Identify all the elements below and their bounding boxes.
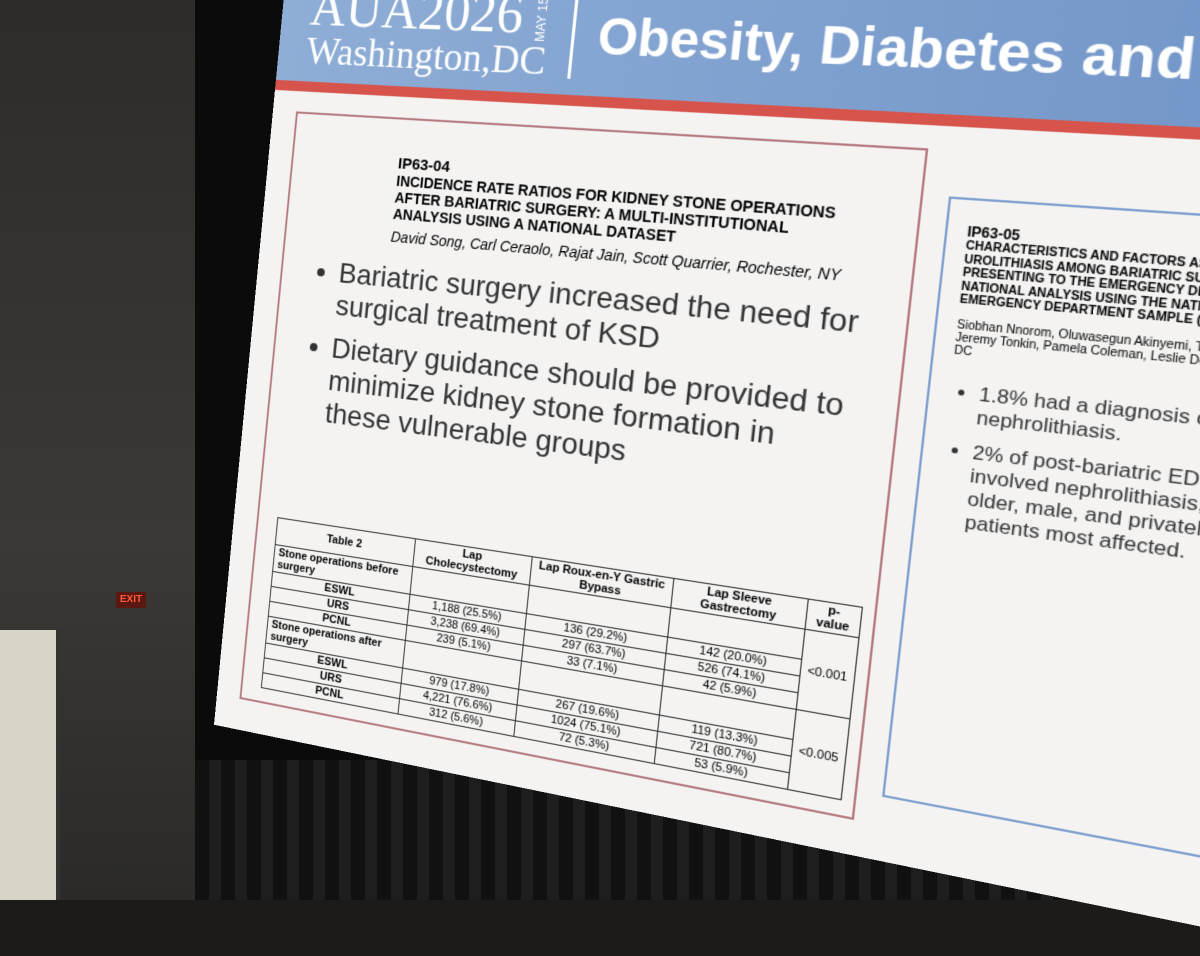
page: EXIT AUA2026 Washington,DC MAY 15-18 Obe…	[0, 0, 1200, 900]
bullet: 2% of post-bariatric ED visits involved …	[964, 441, 1200, 579]
window	[0, 630, 60, 900]
bullet-list: 1.8% had a diagnosis of nephrolithiasis.…	[964, 383, 1200, 579]
abstract-panel: IP63-05 CHARACTERISTICS AND FACTORS ASSO…	[882, 196, 1200, 874]
exit-sign: EXIT	[116, 592, 146, 608]
separator	[567, 0, 579, 79]
bullet-list: Bariatric surgery increased the need for…	[324, 257, 872, 499]
abstract-panel: IP63-04 INCIDENCE RATE RATIOS FOR KIDNEY…	[239, 111, 928, 820]
logo-location: Washington,DC	[304, 29, 548, 85]
dates: MAY 15-18	[532, 0, 553, 42]
authors: Siobhan Nnorom, Oluwasegun Akinyemi, Ter…	[953, 318, 1200, 393]
p-value: <0.005	[787, 709, 850, 799]
slide-title: Obesity, Diabetes and Stone Risk	[595, 7, 1200, 111]
p-value: <0.001	[796, 629, 859, 719]
